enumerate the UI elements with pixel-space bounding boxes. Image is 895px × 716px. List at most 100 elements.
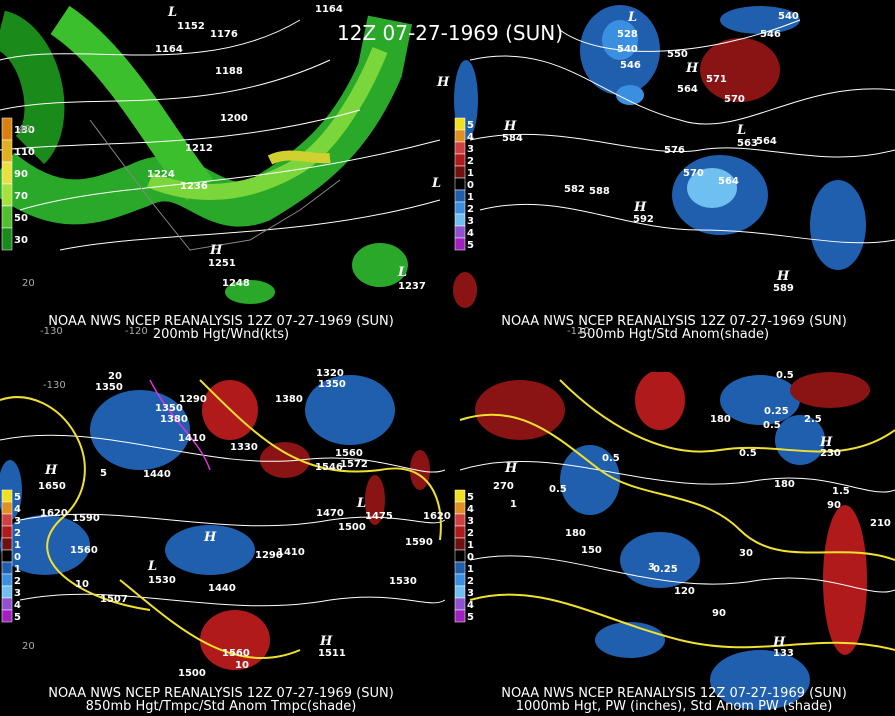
legend-label: 1 <box>467 564 474 575</box>
contour-label: 180 <box>565 528 586 539</box>
contour-label: 20 <box>108 371 122 382</box>
legend-label: 3 <box>467 216 474 227</box>
legend-label: 5 <box>467 612 474 623</box>
panel-subtitle: 850mb Hgt/Tmpc/Std Anom Tmpc(shade) <box>86 699 357 714</box>
contour-label: 120 <box>674 586 695 597</box>
main-title: 12Z 07-27-1969 (SUN) <box>337 21 563 45</box>
high-marker: H <box>772 635 786 650</box>
legend-label: 4 <box>14 504 21 515</box>
low-marker: L <box>397 265 407 280</box>
legend-label: 3 <box>467 588 474 599</box>
legend-label: 3 <box>14 516 21 527</box>
legend-swatch <box>454 501 466 515</box>
contour-label: 1290 <box>179 394 207 405</box>
legend-label: 5 <box>467 492 474 503</box>
legend-swatch <box>1 597 13 611</box>
high-marker: H <box>776 269 790 284</box>
low-marker: L <box>167 5 177 20</box>
grid-label: -120 <box>567 326 590 337</box>
legend-label: 2 <box>467 576 474 587</box>
low-marker: L <box>431 176 441 191</box>
contour-label: 1248 <box>222 278 250 289</box>
grid-label: 40 <box>18 124 31 135</box>
legend-swatch <box>1 537 13 551</box>
contour-label: 564 <box>756 136 777 147</box>
contour-label: 1200 <box>220 113 248 124</box>
contour-label: 1560 <box>222 648 250 659</box>
contour-label: 564 <box>718 176 739 187</box>
legend-label: 5 <box>14 492 21 503</box>
legend-swatch <box>454 609 466 623</box>
panel-caption: NOAA NWS NCEP REANALYSIS 12Z 07-27-1969 … <box>48 314 394 329</box>
contour-label: 1475 <box>365 511 393 522</box>
legend-label: 5 <box>467 240 474 251</box>
contour-label: 1290 <box>255 550 283 561</box>
contour-label: 1410 <box>178 433 206 444</box>
contour-label: 0.5 <box>763 420 781 431</box>
contour-label: 1620 <box>423 511 451 522</box>
legend-label: 4 <box>467 132 474 143</box>
legend-label: 2 <box>467 204 474 215</box>
panel-850mb <box>0 375 446 670</box>
legend-swatch <box>454 177 466 191</box>
panel-500mb <box>453 5 895 308</box>
legend-label: 70 <box>14 191 28 202</box>
contour-label: 588 <box>589 186 610 197</box>
contour-label: 180 <box>774 479 795 490</box>
contour-label: 1440 <box>143 469 171 480</box>
contour-label: 90 <box>827 500 841 511</box>
legend-swatch <box>1 161 13 185</box>
contour-label: 1380 <box>275 394 303 405</box>
legend-swatch <box>454 489 466 503</box>
contour-label: 10 <box>75 579 89 590</box>
high-marker: H <box>436 75 450 90</box>
contour-label: 10 <box>235 660 249 671</box>
legend-label: 2 <box>14 528 21 539</box>
contour-label: 1251 <box>208 258 236 269</box>
grid-label: -130 <box>40 326 63 337</box>
contour-label: 1590 <box>405 537 433 548</box>
contour-label: 540 <box>617 44 638 55</box>
legend-swatch <box>1 183 13 207</box>
legend-label: 1 <box>467 168 474 179</box>
legend-swatch <box>1 561 13 575</box>
legend-swatch <box>454 597 466 611</box>
legend-label: 2 <box>467 528 474 539</box>
contour-label: 1350 <box>155 403 183 414</box>
contour-label: 584 <box>502 133 523 144</box>
high-marker: H <box>819 435 833 450</box>
contour-label: 589 <box>773 283 794 294</box>
legend-swatch <box>1 585 13 599</box>
legend-label: 5 <box>467 120 474 131</box>
legend-swatch <box>1 205 13 229</box>
legend-label: 1 <box>467 192 474 203</box>
legend-label: 1 <box>14 540 21 551</box>
high-marker: H <box>503 119 517 134</box>
panel-1000mb <box>459 370 895 710</box>
legend-label: 110 <box>14 147 35 158</box>
legend-label: 0 <box>467 552 474 563</box>
legend-label: 50 <box>14 213 28 224</box>
contour-label: 1530 <box>389 576 417 587</box>
grid-label: -130 <box>43 380 66 391</box>
legend-swatch <box>454 537 466 551</box>
contour-label: 1511 <box>318 648 346 659</box>
high-marker: H <box>319 634 333 649</box>
low-marker: L <box>736 123 746 138</box>
legend-label: 5 <box>14 612 21 623</box>
high-marker: H <box>203 530 217 545</box>
contour-label: 1620 <box>40 508 68 519</box>
contour-label: 1350 <box>95 382 123 393</box>
legend-swatch <box>1 513 13 527</box>
low-marker: L <box>356 496 366 511</box>
contour-label: 1650 <box>38 481 66 492</box>
panel-subtitle: 200mb Hgt/Wnd(kts) <box>153 327 289 342</box>
contour-label: 1 <box>510 499 517 510</box>
contour-label: 1572 <box>340 459 368 470</box>
panel-caption: NOAA NWS NCEP REANALYSIS 12Z 07-27-1969 … <box>501 314 847 329</box>
contour-label: 1.5 <box>832 486 850 497</box>
panel-caption: NOAA NWS NCEP REANALYSIS 12Z 07-27-1969 … <box>501 686 847 701</box>
contour-label: 180 <box>710 414 731 425</box>
contour-label: 1237 <box>398 281 426 292</box>
